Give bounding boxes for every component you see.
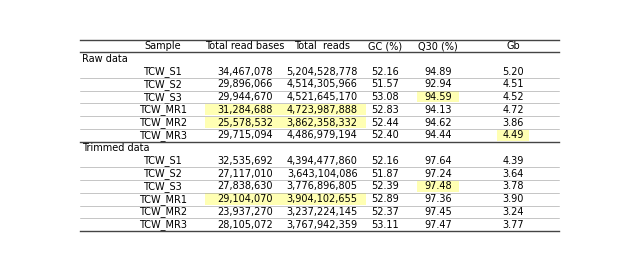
Text: 27,117,010: 27,117,010 [217, 169, 273, 179]
Text: 5,204,528,778: 5,204,528,778 [286, 67, 358, 77]
Text: TCW_S1: TCW_S1 [144, 66, 182, 77]
Text: TCW_MR3: TCW_MR3 [139, 130, 187, 141]
Text: TCW_MR3: TCW_MR3 [139, 219, 187, 230]
Text: 4.39: 4.39 [502, 156, 524, 166]
Text: 3,862,358,332: 3,862,358,332 [286, 118, 358, 128]
Bar [279, 193, 366, 205]
Text: 4,514,305,966: 4,514,305,966 [287, 79, 358, 89]
Text: TCW_MR1: TCW_MR1 [139, 194, 187, 205]
Text: GC (%): GC (%) [368, 41, 402, 51]
Text: 51.87: 51.87 [371, 169, 399, 179]
Text: TCW_S3: TCW_S3 [144, 92, 182, 103]
Text: 3.64: 3.64 [502, 169, 524, 179]
Text: 32,535,692: 32,535,692 [217, 156, 273, 166]
Text: 52.39: 52.39 [371, 181, 399, 191]
Text: 3.77: 3.77 [502, 220, 524, 230]
Text: 4,486,979,194: 4,486,979,194 [287, 130, 358, 140]
Text: 3.86: 3.86 [502, 118, 524, 128]
Text: 52.16: 52.16 [371, 67, 399, 77]
Text: 4.52: 4.52 [502, 92, 524, 102]
Text: 94.62: 94.62 [424, 118, 452, 128]
Text: 34,467,078: 34,467,078 [217, 67, 273, 77]
Text: Raw data: Raw data [82, 54, 128, 64]
Text: 4.49: 4.49 [502, 130, 524, 140]
Text: 4.72: 4.72 [502, 105, 524, 115]
Text: 92.94: 92.94 [424, 79, 452, 89]
Bar [417, 91, 459, 103]
Text: 3,904,102,655: 3,904,102,655 [286, 194, 358, 204]
Text: 27,838,630: 27,838,630 [217, 181, 273, 191]
Bar [497, 130, 529, 141]
Text: 52.37: 52.37 [371, 207, 399, 217]
Text: 3,237,224,145: 3,237,224,145 [286, 207, 358, 217]
Bar [205, 193, 285, 205]
Bar [205, 117, 285, 128]
Text: TCW_S2: TCW_S2 [143, 168, 182, 179]
Text: 3,643,104,086: 3,643,104,086 [287, 169, 358, 179]
Text: 52.40: 52.40 [371, 130, 399, 140]
Text: 23,937,270: 23,937,270 [217, 207, 273, 217]
Text: Trimmed data: Trimmed data [82, 143, 149, 153]
Text: 51.57: 51.57 [371, 79, 399, 89]
Text: Total  reads: Total reads [295, 41, 350, 51]
Text: 53.11: 53.11 [371, 220, 399, 230]
Text: TCW_S1: TCW_S1 [144, 155, 182, 166]
Text: 5.20: 5.20 [502, 67, 524, 77]
Text: TCW_MR2: TCW_MR2 [139, 206, 187, 217]
Text: TCW_MR1: TCW_MR1 [139, 104, 187, 115]
Text: 97.64: 97.64 [424, 156, 452, 166]
Text: 4,394,477,860: 4,394,477,860 [287, 156, 358, 166]
Text: 97.45: 97.45 [424, 207, 452, 217]
Text: 94.13: 94.13 [424, 105, 452, 115]
Text: 25,578,532: 25,578,532 [217, 118, 273, 128]
Text: Gb: Gb [506, 41, 520, 51]
Text: 29,104,070: 29,104,070 [217, 194, 273, 204]
Text: TCW_MR2: TCW_MR2 [139, 117, 187, 128]
Text: 52.44: 52.44 [371, 118, 399, 128]
Text: 28,105,072: 28,105,072 [217, 220, 273, 230]
Text: 29,944,670: 29,944,670 [217, 92, 273, 102]
Bar [279, 104, 366, 115]
Text: 29,715,094: 29,715,094 [217, 130, 273, 140]
Text: 94.59: 94.59 [424, 92, 452, 102]
Text: 4,521,645,170: 4,521,645,170 [286, 92, 358, 102]
Text: 3,776,896,805: 3,776,896,805 [286, 181, 358, 191]
Text: Total read bases: Total read bases [205, 41, 285, 51]
Text: 94.44: 94.44 [424, 130, 452, 140]
Text: Sample: Sample [144, 41, 181, 51]
Text: TCW_S2: TCW_S2 [143, 79, 182, 90]
Text: 97.36: 97.36 [424, 194, 452, 204]
Text: 97.47: 97.47 [424, 220, 452, 230]
Text: 52.16: 52.16 [371, 156, 399, 166]
Text: 97.24: 97.24 [424, 169, 452, 179]
Text: 97.48: 97.48 [424, 181, 452, 191]
Text: 52.89: 52.89 [371, 194, 399, 204]
Bar [417, 181, 459, 192]
Text: 3.90: 3.90 [502, 194, 524, 204]
Bar [279, 117, 366, 128]
Text: 4,723,987,888: 4,723,987,888 [286, 105, 358, 115]
Text: 3,767,942,359: 3,767,942,359 [286, 220, 358, 230]
Text: Q30 (%): Q30 (%) [419, 41, 458, 51]
Text: 52.83: 52.83 [371, 105, 399, 115]
Text: TCW_S3: TCW_S3 [144, 181, 182, 192]
Text: 4.51: 4.51 [502, 79, 524, 89]
Bar [205, 104, 285, 115]
Text: 3.78: 3.78 [502, 181, 524, 191]
Text: 94.89: 94.89 [424, 67, 452, 77]
Text: 31,284,688: 31,284,688 [217, 105, 273, 115]
Text: 53.08: 53.08 [371, 92, 399, 102]
Text: 3.24: 3.24 [502, 207, 524, 217]
Text: 29,896,066: 29,896,066 [217, 79, 273, 89]
